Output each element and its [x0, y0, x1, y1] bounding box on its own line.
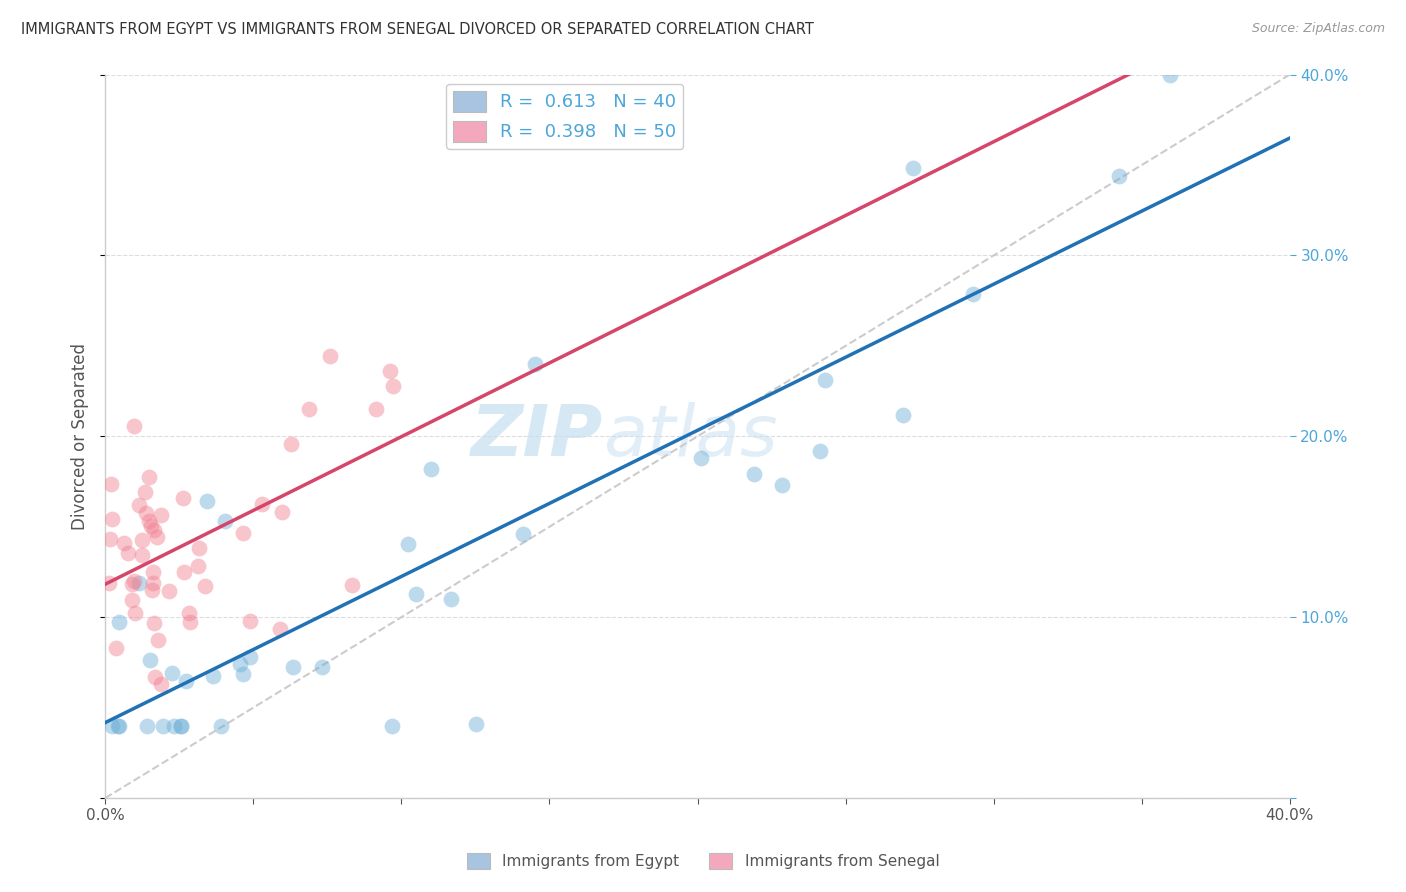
Point	[124, 606, 146, 620]
Point	[150, 676, 173, 690]
Point	[232, 525, 254, 540]
Point	[464, 717, 486, 731]
Point	[319, 350, 342, 364]
Point	[131, 548, 153, 562]
Point	[214, 514, 236, 528]
Point	[122, 574, 145, 588]
Point	[141, 583, 163, 598]
Point	[138, 470, 160, 484]
Point	[187, 541, 209, 556]
Point	[229, 657, 252, 671]
Point	[135, 506, 157, 520]
Point	[138, 514, 160, 528]
Point	[311, 660, 333, 674]
Text: atlas: atlas	[603, 401, 778, 471]
Point	[146, 633, 169, 648]
Point	[173, 566, 195, 580]
Point	[814, 373, 837, 387]
Point	[134, 484, 156, 499]
Point	[97, 575, 120, 590]
Point	[179, 606, 201, 620]
Point	[142, 565, 165, 579]
Point	[146, 530, 169, 544]
Point	[187, 559, 209, 574]
Legend: Immigrants from Egypt, Immigrants from Senegal: Immigrants from Egypt, Immigrants from S…	[461, 847, 945, 875]
Point	[128, 575, 150, 590]
Point	[159, 583, 181, 598]
Point	[128, 498, 150, 512]
Point	[143, 670, 166, 684]
Point	[420, 462, 443, 476]
Point	[405, 587, 427, 601]
Point	[107, 719, 129, 733]
Point	[901, 161, 924, 175]
Point	[232, 667, 254, 681]
Point	[1108, 169, 1130, 184]
Point	[100, 533, 122, 547]
Text: Source: ZipAtlas.com: Source: ZipAtlas.com	[1251, 22, 1385, 36]
Point	[143, 615, 166, 630]
Point	[160, 665, 183, 680]
Point	[512, 526, 534, 541]
Point	[298, 402, 321, 417]
Point	[340, 578, 363, 592]
Point	[121, 593, 143, 607]
Point	[239, 614, 262, 628]
Point	[172, 491, 194, 506]
Point	[381, 719, 404, 733]
Point	[239, 649, 262, 664]
Point	[366, 401, 388, 416]
Point	[142, 523, 165, 537]
Point	[176, 674, 198, 689]
Point	[121, 577, 143, 591]
Point	[179, 615, 201, 629]
Point	[105, 641, 128, 656]
Point	[170, 719, 193, 733]
Y-axis label: Divorced or Separated: Divorced or Separated	[72, 343, 89, 530]
Point	[1159, 68, 1181, 82]
Point	[891, 409, 914, 423]
Point	[170, 719, 193, 733]
Point	[523, 357, 546, 371]
Point	[209, 719, 232, 733]
Point	[742, 467, 765, 481]
Point	[101, 512, 124, 526]
Point	[150, 508, 173, 523]
Point	[250, 497, 273, 511]
Point	[107, 719, 129, 733]
Point	[131, 533, 153, 547]
Point	[280, 437, 302, 451]
Point	[163, 719, 186, 733]
Point	[271, 505, 294, 519]
Point	[100, 477, 122, 491]
Point	[281, 660, 304, 674]
Text: IMMIGRANTS FROM EGYPT VS IMMIGRANTS FROM SENEGAL DIVORCED OR SEPARATED CORRELATI: IMMIGRANTS FROM EGYPT VS IMMIGRANTS FROM…	[21, 22, 814, 37]
Point	[382, 379, 405, 393]
Point	[101, 719, 124, 733]
Point	[139, 518, 162, 533]
Point	[440, 591, 463, 606]
Point	[690, 451, 713, 466]
Text: ZIP: ZIP	[471, 401, 603, 471]
Point	[202, 669, 225, 683]
Point	[195, 494, 218, 508]
Point	[117, 546, 139, 560]
Point	[136, 719, 159, 733]
Point	[962, 287, 984, 301]
Point	[152, 719, 174, 733]
Point	[142, 576, 165, 591]
Legend: R =  0.613   N = 40, R =  0.398   N = 50: R = 0.613 N = 40, R = 0.398 N = 50	[446, 84, 683, 149]
Point	[396, 537, 419, 551]
Point	[269, 622, 291, 636]
Point	[380, 364, 402, 378]
Point	[770, 478, 793, 492]
Point	[808, 443, 831, 458]
Point	[108, 615, 131, 629]
Point	[122, 418, 145, 433]
Point	[139, 653, 162, 667]
Point	[112, 536, 135, 550]
Point	[194, 579, 217, 593]
